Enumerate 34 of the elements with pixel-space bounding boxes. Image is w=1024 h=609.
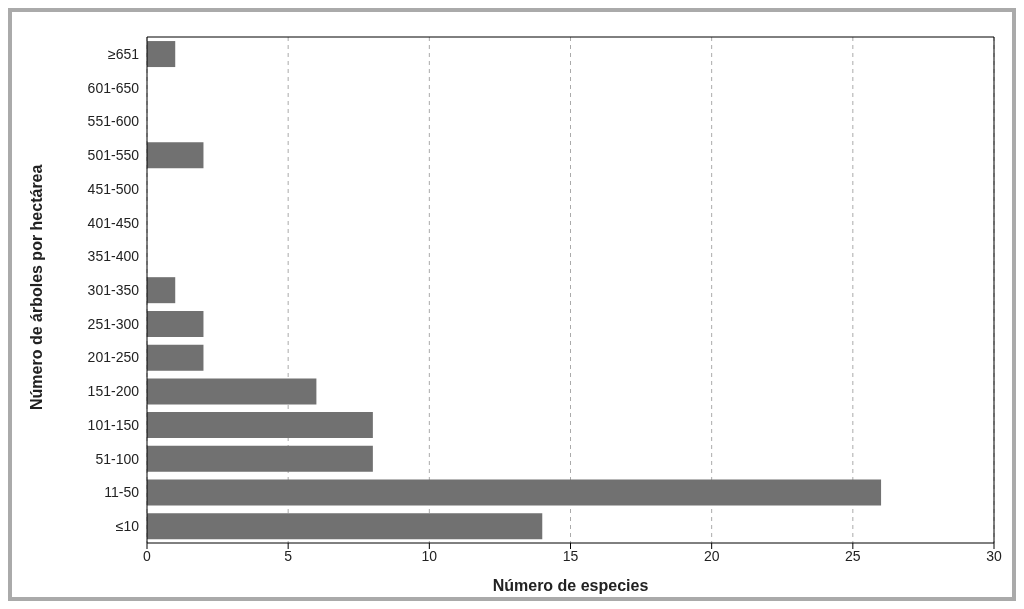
x-tick-label: 20 <box>703 547 720 564</box>
y-tick-label: 451-500 <box>87 180 140 197</box>
y-tick-label: 251-300 <box>87 315 140 332</box>
bar <box>147 277 176 304</box>
y-tick-label: ≥651 <box>107 45 140 62</box>
x-tick-label: 25 <box>845 547 861 564</box>
bar <box>147 378 317 405</box>
bar <box>147 41 176 68</box>
y-tick-label: 501-550 <box>87 147 140 164</box>
bar <box>147 513 543 540</box>
y-tick-label: 101-150 <box>87 416 140 433</box>
y-tick-label: 351-400 <box>87 248 140 265</box>
y-tick-label: 401-450 <box>87 214 140 231</box>
x-tick-label: 10 <box>421 547 438 564</box>
bar <box>147 445 373 472</box>
bar <box>147 412 373 439</box>
y-tick-label: 51-100 <box>95 450 140 467</box>
y-tick-label: ≤10 <box>115 518 140 535</box>
y-tick-label: 551-600 <box>87 113 140 130</box>
y-tick-label: 151-200 <box>87 383 140 400</box>
bar <box>147 142 204 169</box>
y-tick-label: 201-250 <box>87 349 140 366</box>
y-tick-label: 301-350 <box>87 281 140 298</box>
x-tick-label: 30 <box>986 547 1002 564</box>
x-tick-label: 15 <box>562 547 579 564</box>
bar <box>147 310 204 337</box>
y-axis-title: Número de árboles por hectárea <box>27 164 45 410</box>
y-tick-label: 601-650 <box>87 79 140 96</box>
bar <box>147 344 204 371</box>
x-axis-title: Número de especies <box>492 577 649 594</box>
bar <box>147 479 882 506</box>
y-tick-label: 11-50 <box>104 484 140 501</box>
x-tick-label: 5 <box>284 547 293 564</box>
x-tick-label: 0 <box>143 547 152 564</box>
